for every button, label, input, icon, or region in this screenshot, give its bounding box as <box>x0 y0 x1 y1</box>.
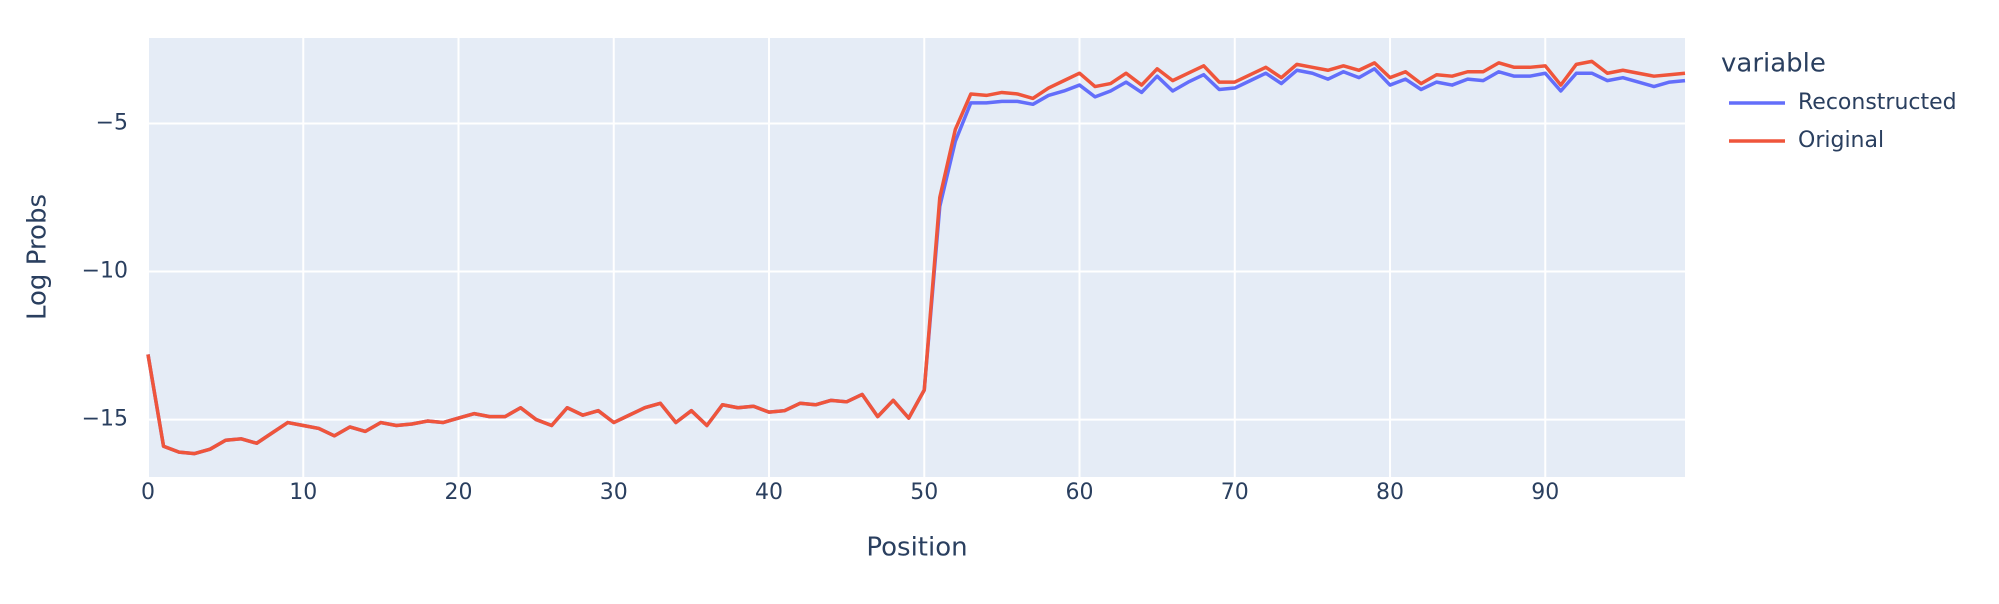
x-tick-label: 20 <box>445 480 473 505</box>
legend: Reconstructed Original <box>1729 90 1957 153</box>
x-tick-label: 50 <box>910 480 938 505</box>
legend-title: variable <box>1721 49 1826 79</box>
y-tick-label: −15 <box>82 407 128 432</box>
y-tick-label: −5 <box>96 111 128 136</box>
legend-label: Reconstructed <box>1798 90 1957 115</box>
x-axis-label: Position <box>866 533 967 563</box>
legend-label: Original <box>1798 128 1884 153</box>
x-tick-label: 0 <box>141 480 155 505</box>
x-tick-label: 40 <box>755 480 783 505</box>
x-tick-label: 30 <box>600 480 628 505</box>
x-tick-label: 60 <box>1066 480 1094 505</box>
x-tick-label: 80 <box>1376 480 1404 505</box>
x-tick-label: 10 <box>289 480 317 505</box>
x-tick-label: 70 <box>1221 480 1249 505</box>
y-axis-label: Log Probs <box>23 194 53 320</box>
series-line <box>146 59 1686 456</box>
plot-area <box>148 38 1685 477</box>
grid <box>147 38 1685 477</box>
lines <box>146 59 1686 456</box>
x-tick-label: 90 <box>1531 480 1559 505</box>
y-tick-label: −10 <box>82 259 128 284</box>
